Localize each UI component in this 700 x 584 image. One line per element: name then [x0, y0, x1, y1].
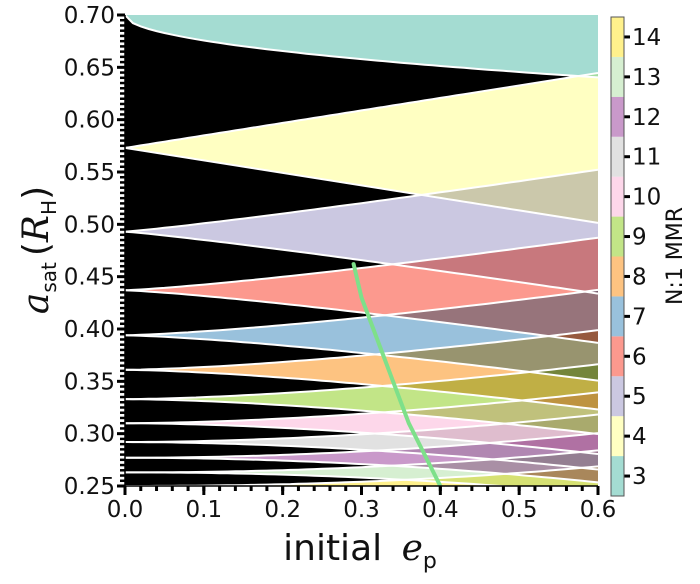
colorbar-tick-label: 12 — [632, 105, 661, 131]
resonance-region-4 — [125, 73, 598, 223]
y-axis-label-unit-sub: H — [37, 200, 61, 215]
resonance-boundary-6-up — [125, 236, 598, 292]
resonance-boundary-9-lo — [125, 398, 598, 435]
colorbar: 3 4 5 6 7 8 9 10 11 12 13 14 — [610, 16, 661, 497]
resonance-region-14 — [125, 466, 598, 486]
resonance-boundary-4-up — [125, 72, 598, 149]
colorbar-swatch-6 — [611, 336, 624, 377]
colorbar-swatch-8 — [611, 256, 624, 297]
resonance-boundary-10-up — [125, 391, 598, 425]
x-tick-label: 0.6 — [580, 497, 617, 523]
y-tick-label: 0.45 — [64, 265, 115, 291]
resonance-region-3 — [125, 15, 598, 78]
resonance-boundary-6-lo — [125, 289, 598, 344]
y-tick-label: 0.25 — [64, 474, 115, 500]
x-axis-label-sub: p — [423, 549, 437, 574]
plot-area — [125, 15, 598, 486]
resonance-boundary-11-up — [125, 413, 598, 443]
colorbar-swatch-7 — [611, 296, 624, 337]
y-axis-label-sub: sat — [37, 262, 61, 293]
y-tick-label: 0.65 — [64, 55, 115, 81]
green-curve — [351, 262, 443, 486]
colorbar-swatch-5 — [611, 376, 624, 417]
y-axis-open-paren: ( — [16, 242, 57, 256]
colorbar-swatch-13 — [611, 56, 624, 97]
colorbar-tick-label: 9 — [632, 225, 647, 251]
axes: 0.25 0.30 0.35 0.40 0.45 0.50 0.55 0.60 0.65 0.70… — [64, 3, 617, 523]
colorbar-tick-label: 5 — [632, 384, 647, 410]
resonance-boundary-12-lo — [125, 456, 598, 484]
colorbar-swatch-4 — [611, 416, 624, 457]
colorbar-frame — [610, 16, 625, 497]
x-tick-label: 0.1 — [186, 497, 223, 523]
colorbar-tick-label: 11 — [632, 145, 661, 171]
x-tick-label: 0.0 — [107, 497, 144, 523]
resonance-boundary-7-lo — [125, 334, 598, 382]
colorbar-tick-label: 4 — [632, 424, 647, 450]
resonance-boundary-12-up — [125, 432, 598, 459]
y-axis-label: asat (RH) — [16, 186, 61, 314]
colorbar-swatch-9 — [611, 216, 624, 257]
resonance-regions — [125, 15, 598, 486]
colorbar-tick-label: 14 — [632, 25, 661, 51]
x-tick-label: 0.5 — [501, 497, 538, 523]
x-axis-label-math: e — [402, 528, 423, 569]
colorbar-tick-label: 6 — [632, 344, 647, 370]
y-tick-label: 0.35 — [64, 369, 115, 395]
x-tick-label: 0.3 — [343, 497, 380, 523]
x-axis-label: initial ep — [283, 528, 437, 574]
colorbar-swatch-3 — [611, 456, 624, 496]
y-tick-label: 0.30 — [64, 422, 115, 448]
resonance-boundary-8-up — [125, 329, 598, 371]
resonance-boundary-13-lo — [125, 471, 514, 486]
y-tick-label: 0.55 — [64, 160, 115, 186]
resonance-boundary-7-up — [125, 288, 598, 337]
colorbar-label: N:1 MMR — [663, 207, 688, 305]
x-tick-label: 0.4 — [422, 497, 459, 523]
colorbar-tick-label: 13 — [632, 65, 661, 91]
resonance-boundary-4-lo — [125, 146, 598, 224]
y-axis-label-unit: R — [16, 215, 57, 243]
y-axis-label-math: a — [16, 293, 57, 314]
x-axis-label-text: initial — [283, 528, 382, 569]
resonance-boundary-11-lo — [125, 441, 598, 471]
y-tick-label: 0.70 — [64, 3, 115, 29]
resonance-boundary-3-lo — [125, 15, 598, 79]
resonance-boundary-9-up — [125, 363, 598, 401]
colorbar-tick-label: 3 — [632, 464, 647, 490]
x-tick-label: 0.2 — [264, 497, 301, 523]
y-tick-label: 0.40 — [64, 317, 115, 343]
colorbar-tick-label: 7 — [632, 304, 647, 330]
colorbar-tick-label: 10 — [632, 185, 661, 211]
colorbar-tick-label: 8 — [632, 264, 647, 290]
colorbar-swatch-11 — [611, 136, 624, 177]
resonance-boundary-5-up — [125, 168, 598, 233]
resonance-boundary-5-lo — [125, 230, 598, 295]
y-tick-label: 0.50 — [64, 212, 115, 238]
y-axis-close-paren: ) — [16, 186, 57, 200]
resonance-boundary-10-lo — [125, 422, 598, 455]
colorbar-swatch-14 — [611, 17, 624, 57]
colorbar-swatch-12 — [611, 96, 624, 137]
colorbar-swatch-10 — [611, 176, 624, 217]
y-tick-label: 0.60 — [64, 108, 115, 134]
